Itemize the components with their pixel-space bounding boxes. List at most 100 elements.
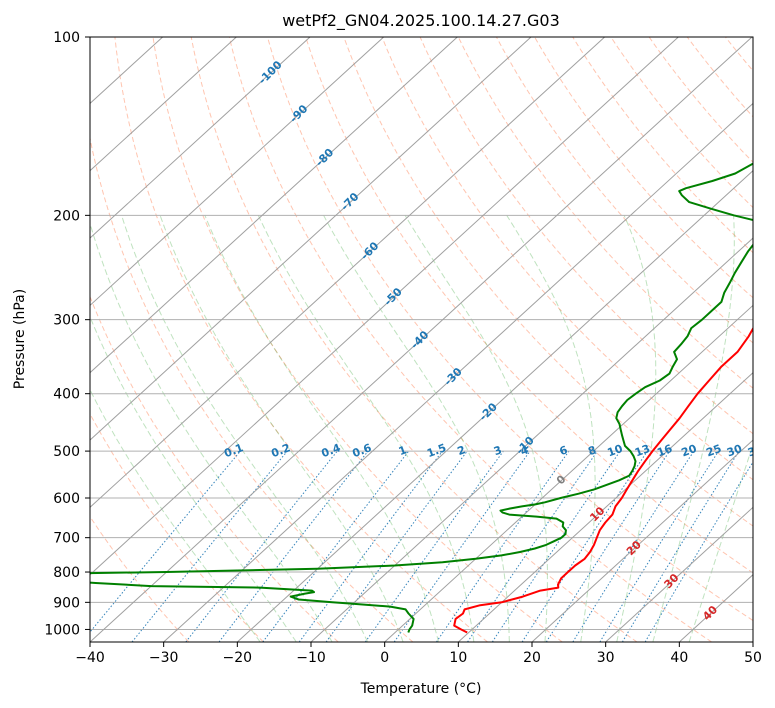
mixing-ratio-label: 1	[397, 443, 409, 458]
moist-adiabat-line	[204, 215, 439, 642]
mixing-ratio-line	[364, 450, 504, 642]
mixing-ratio-label: 0.4	[320, 441, 343, 460]
mixing-ratio-line	[644, 461, 753, 642]
mixing-ratio-label: 36	[746, 442, 765, 460]
mixing-ratio-line	[599, 450, 719, 642]
dry-adiabat-line	[419, 37, 753, 435]
mixing-ratio-line	[298, 450, 443, 642]
isotherm-line	[90, 37, 385, 307]
dry-adiabat-line	[190, 37, 638, 642]
y-axis-label: Pressure (hPa)	[12, 289, 28, 389]
isotherm-line	[90, 37, 606, 509]
x-tick-label: −40	[75, 650, 105, 666]
mixing-ratio-line	[262, 450, 410, 642]
x-tick-label: 30	[597, 650, 615, 666]
plot-frame	[89, 36, 754, 643]
mixing-ratio-label: 0.6	[351, 441, 374, 460]
mixing-ratio-label: 20	[680, 442, 699, 460]
mixing-ratio-label: 6	[558, 443, 570, 458]
plot-area: -100-90-80-70-60-50-40-30-20-10010203040…	[90, 37, 765, 642]
y-tick-label: 700	[53, 531, 80, 547]
isotherm-line	[90, 37, 532, 441]
moist-adiabat-line	[257, 215, 475, 642]
isotherm-line	[90, 37, 458, 374]
moist-adiabat-line	[159, 215, 404, 642]
mixing-ratio-line	[572, 450, 695, 642]
y-tick-label: 1000	[44, 622, 80, 638]
mixing-ratio-label: 25	[704, 442, 723, 459]
x-tick-label: 20	[523, 650, 541, 666]
mixing-ratio-label: 10	[606, 442, 625, 460]
isotherm-line	[384, 304, 753, 642]
moist-adiabat-line	[90, 388, 261, 642]
dry-adiabat-line	[267, 37, 753, 622]
x-tick-label: 50	[744, 650, 762, 666]
dry-adiabat-line	[114, 37, 488, 642]
y-tick-label: 600	[53, 491, 80, 507]
mixing-ratio-label: 13	[633, 442, 652, 459]
dry-adiabat-line	[534, 37, 753, 299]
mixing-ratio-label: 4	[519, 443, 531, 458]
sounding-profiles	[90, 162, 753, 634]
isotherm-line	[163, 102, 753, 642]
moist-adiabat-line	[506, 215, 596, 642]
x-axis-label: Temperature (°C)	[360, 681, 482, 697]
y-tick-label: 400	[53, 387, 80, 403]
mixing-ratio-line	[491, 450, 621, 642]
x-axis: −40 −30 −20 −10 0 10 20 30 40 50	[75, 642, 762, 666]
y-axis: 100 200 300 400 500 600 700 800 900 1000	[44, 30, 90, 638]
mixing-ratio-line	[185, 450, 338, 642]
moist-adiabat-line	[323, 215, 510, 642]
mixing-ratio-label: 0.1	[222, 441, 245, 460]
mixing-ratio-label: 16	[655, 442, 674, 460]
isotherms	[90, 37, 753, 642]
dewpoint-profile	[90, 162, 753, 633]
mixing-ratio-line	[218, 450, 369, 642]
x-tick-label: 10	[449, 650, 467, 666]
isotherm-line	[90, 37, 679, 576]
moist-adiabat-line	[90, 315, 297, 642]
mixing-ratio-line	[545, 450, 671, 642]
mixing-ratio-line	[436, 450, 570, 642]
mixing-ratio-line	[467, 450, 598, 642]
isotherm-line	[90, 37, 311, 239]
mixing-ratio-line	[521, 450, 648, 642]
y-tick-label: 300	[53, 313, 80, 329]
x-tick-label: −20	[223, 650, 253, 666]
moist-adiabat-line	[652, 215, 735, 642]
x-tick-label: −10	[296, 650, 326, 666]
y-tick-label: 100	[53, 30, 80, 46]
mixing-ratio-label: 8	[586, 443, 598, 458]
y-tick-label: 200	[53, 208, 80, 224]
moist-adiabat-line	[688, 442, 753, 642]
isotherm-line	[90, 37, 753, 642]
isotherm-line	[531, 439, 753, 642]
mixing-ratio-label: 3	[492, 443, 504, 458]
isotherm-line	[90, 37, 237, 172]
mixing-ratio-label: 30	[725, 442, 744, 460]
isotherm-line	[457, 372, 753, 642]
x-tick-label: 0	[380, 650, 389, 666]
chart-title: wetPf2_GN04.2025.100.14.27.G03	[282, 11, 560, 31]
dry-adiabat-line	[381, 37, 753, 481]
dry-adiabat-line	[90, 412, 264, 642]
isotherm-line	[310, 237, 753, 642]
mixing-ratio-label: 1.5	[425, 441, 448, 460]
x-tick-label: 40	[670, 650, 688, 666]
y-tick-label: 800	[53, 565, 80, 581]
moist-adiabat-line	[616, 215, 657, 642]
y-tick-label: 900	[53, 595, 80, 611]
dry-adiabat-line	[305, 37, 753, 574]
x-tick-label: −30	[149, 650, 179, 666]
y-tick-label: 500	[53, 444, 80, 460]
moist-adiabat-line	[121, 215, 369, 642]
isotherm-line	[605, 506, 753, 642]
dry-adiabat-line	[457, 37, 753, 389]
mixing-ratio-line	[621, 450, 740, 642]
temperature-profile	[453, 326, 753, 634]
mixing-ratio-label: 2	[456, 443, 468, 458]
isotherm-line	[236, 170, 753, 642]
mixing-ratio-line	[325, 450, 468, 642]
